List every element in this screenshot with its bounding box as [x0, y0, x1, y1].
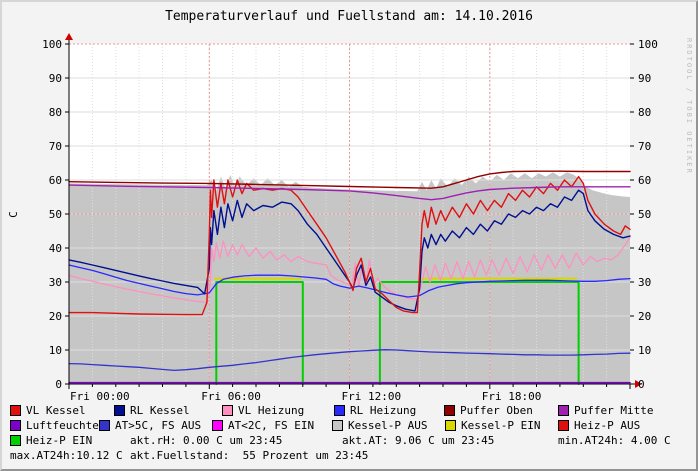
legend-item-rl-kessel: RL Kessel: [114, 404, 190, 417]
series-RL Heizung: [68, 264, 631, 298]
legend-label: Luftfeuchte: [26, 419, 99, 432]
axis-labels: 0 0 10 10 20 20 30 30 40 40 50 50 60 60 70 70 80 80 90 90 10…: [42, 38, 658, 402]
svg-text:Fri 18:00: Fri 18:00: [482, 390, 542, 402]
legend-label: Heiz-P AUS: [574, 419, 641, 432]
swatch-kessel-p-aus: [332, 420, 343, 431]
svg-text:90: 90: [638, 72, 651, 85]
legend-row-3: Heiz-P EIN akt.rH: 0.00 C um 23:45 akt.A…: [2, 434, 696, 448]
svg-text:60: 60: [49, 174, 62, 187]
legend-label: RL Heizung: [350, 404, 417, 417]
svg-text:30: 30: [638, 276, 651, 289]
svg-text:80: 80: [49, 106, 62, 119]
legend-item-puffer-mitte: Puffer Mitte: [558, 404, 653, 417]
chart-title: Temperaturverlauf und Fuellstand am: 14.…: [165, 9, 533, 24]
series-Puffer Mitte: [68, 184, 631, 201]
swatch-heiz-p-ein: [10, 435, 21, 446]
legend-item-at-fs-ein: AT<2C, FS EIN: [212, 419, 314, 432]
svg-text:0: 0: [638, 378, 645, 391]
y-axis-arrow: [65, 33, 73, 40]
legend-label: Kessel-P EIN: [461, 419, 541, 432]
legend-item-kessel-p-aus: Kessel-P AUS: [332, 419, 427, 432]
chart-plot: 0 0 10 10 20 20 30 30 40 40 50 50 60 60 70 70 80 80 90 90 10…: [42, 33, 658, 402]
axes: [65, 33, 642, 389]
svg-text:40: 40: [638, 242, 651, 255]
swatch-at-fs-ein: [212, 420, 223, 431]
svg-text:Fri 12:00: Fri 12:00: [342, 390, 402, 402]
svg-text:60: 60: [638, 174, 651, 187]
legend-item-at-fs-aus: AT>5C, FS AUS: [99, 419, 201, 432]
legend-label: Kessel-P AUS: [348, 419, 428, 432]
svg-text:Fri 00:00: Fri 00:00: [70, 390, 130, 402]
svg-text:40: 40: [49, 242, 62, 255]
legend-item-luftfeuchte: Luftfeuchte: [10, 419, 99, 432]
legend-label: Heiz-P EIN: [26, 434, 93, 447]
svg-text:10: 10: [638, 344, 651, 357]
swatch-heiz-p-aus: [558, 420, 569, 431]
legend-item-kessel-p-ein: Kessel-P EIN: [445, 419, 540, 432]
svg-text:80: 80: [638, 106, 651, 119]
swatch-puffer-oben: [444, 405, 455, 416]
stat-akt-rh: akt.rH: 0.00 C um 23:45: [130, 434, 283, 447]
legend-item-puffer-oben: Puffer Oben: [444, 404, 533, 417]
legend-item-heiz-p-aus: Heiz-P AUS: [558, 419, 640, 432]
stat-akt-fuellstand: akt.Fuellstand: 55 Prozent um 23:45: [130, 449, 369, 462]
legend-label: VL Kessel: [26, 404, 86, 417]
legend-row-1: VL Kessel RL Kessel VL Heizung RL Heizun…: [2, 404, 696, 418]
svg-text:100: 100: [42, 38, 62, 51]
svg-text:30: 30: [49, 276, 62, 289]
svg-text:20: 20: [638, 310, 651, 323]
legend-label: Puffer Oben: [460, 404, 533, 417]
series-Puffer Oben: [68, 170, 631, 189]
legend-label: VL Heizung: [238, 404, 305, 417]
legend-item-rl-heizung: RL Heizung: [334, 404, 416, 417]
svg-text:100: 100: [638, 38, 658, 51]
x-axis-arrow: [635, 380, 642, 388]
svg-text:90: 90: [49, 72, 62, 85]
legend-row-4: max.AT24h:10.12 C akt.Fuellstand: 55 Pro…: [2, 449, 696, 463]
rrdtool-watermark: RRDTOOL / TOBI OETIKER: [685, 38, 693, 175]
swatch-luftfeuchte: [10, 420, 21, 431]
legend-item-heiz-p-ein: Heiz-P EIN: [10, 434, 92, 447]
stat-min-at24h: min.AT24h: 4.00 C: [558, 434, 671, 447]
legend-row-2: Luftfeuchte AT>5C, FS AUS AT<2C, FS EIN …: [2, 419, 696, 433]
svg-text:0: 0: [55, 378, 62, 391]
series-RL Kessel: [68, 189, 631, 312]
swatch-kessel-p-ein: [445, 420, 456, 431]
legend-label: RL Kessel: [130, 404, 190, 417]
swatch-rl-heizung: [334, 405, 345, 416]
legend-label: AT>5C, FS AUS: [115, 419, 202, 432]
svg-text:Fri 06:00: Fri 06:00: [201, 390, 261, 402]
legend: VL Kessel RL Kessel VL Heizung RL Heizun…: [2, 400, 696, 469]
series-AT>5C, FS AUS: [68, 349, 631, 372]
svg-text:70: 70: [49, 140, 62, 153]
stat-akt-at: akt.AT: 9.06 C um 23:45: [342, 434, 495, 447]
svg-text:50: 50: [49, 208, 62, 221]
swatch-puffer-mitte: [558, 405, 569, 416]
legend-label: Puffer Mitte: [574, 404, 654, 417]
legend-item-vl-kessel: VL Kessel: [10, 404, 86, 417]
stat-max-at24h: max.AT24h:10.12 C: [10, 449, 123, 462]
series-VL Heizung: [68, 237, 631, 304]
legend-item-vl-heizung: VL Heizung: [222, 404, 304, 417]
svg-text:20: 20: [49, 310, 62, 323]
swatch-vl-heizung: [222, 405, 233, 416]
svg-text:70: 70: [638, 140, 651, 153]
legend-label: AT<2C, FS EIN: [228, 419, 315, 432]
swatch-at-fs-aus: [99, 420, 110, 431]
svg-text:10: 10: [49, 344, 62, 357]
swatch-rl-kessel: [114, 405, 125, 416]
swatch-vl-kessel: [10, 405, 21, 416]
svg-text:50: 50: [638, 208, 651, 221]
